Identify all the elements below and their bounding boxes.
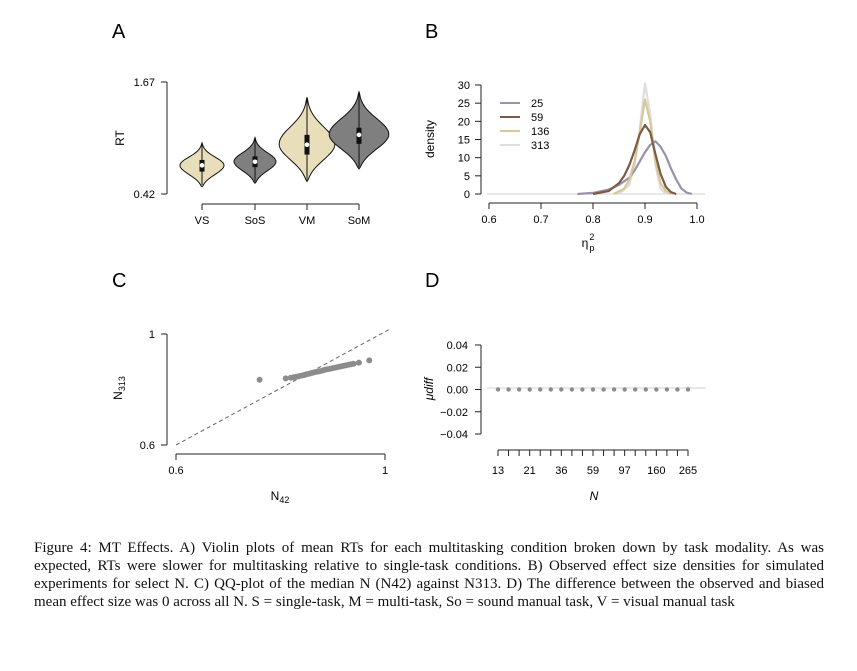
c-point <box>350 360 357 367</box>
b-ytick-label: 5 <box>464 171 470 183</box>
d-xtick-label: 36 <box>555 465 567 477</box>
d-point <box>559 387 564 392</box>
d-xtick-label: 21 <box>524 465 536 477</box>
d-point <box>633 387 638 392</box>
c-point <box>282 375 289 382</box>
c-point <box>256 376 263 383</box>
d-point <box>569 387 575 392</box>
a-xtick-label: SoS <box>245 215 266 227</box>
a-ytick-bottom-label: 0.42 <box>134 189 155 201</box>
d-point <box>601 387 606 392</box>
b-legend-label-25: 25 <box>531 98 543 110</box>
d-point <box>527 387 532 392</box>
panel-letter-c: C <box>112 270 126 292</box>
b-ytick-label: 10 <box>458 153 470 165</box>
panel-c-qq-plot: 1 0.6 0.6 1 N313 N42 <box>111 328 391 505</box>
b-ytick-label: 20 <box>458 116 470 128</box>
d-point <box>611 387 617 392</box>
b-y-axis-label: density <box>423 120 437 158</box>
b-legend-label-313: 313 <box>531 140 549 152</box>
b-xtick-label: 0.6 <box>481 214 496 226</box>
d-y-axis-label: μdiff <box>422 376 436 401</box>
b-xtick-label: 0.9 <box>637 214 652 226</box>
b-legend-label-59: 59 <box>531 112 543 124</box>
figure-caption: Figure 4: MT Effects. A) Violin plots of… <box>34 540 824 610</box>
b-ytick-label: 0 <box>464 189 470 201</box>
c-y-axis-label: N313 <box>111 376 127 400</box>
b-density-line-313 <box>618 82 667 195</box>
d-xtick-label: 160 <box>647 465 665 477</box>
b-x-axis-label: η2 p <box>582 232 595 253</box>
d-point <box>506 387 511 392</box>
panel-letter-d: D <box>425 270 439 292</box>
d-point <box>580 387 585 392</box>
panel-letter-b: B <box>425 21 438 43</box>
b-density-line-136 <box>613 98 672 195</box>
d-xtick-label: 59 <box>587 465 599 477</box>
b-ytick-label: 15 <box>458 135 470 147</box>
c-ytick-bottom-label: 0.6 <box>140 440 155 452</box>
d-point <box>622 387 627 392</box>
b-xtick-label: 0.7 <box>533 214 548 226</box>
d-point <box>516 387 522 392</box>
d-ytick-label: 0.04 <box>447 340 468 352</box>
a-xtick-label: VS <box>195 215 210 227</box>
d-point <box>664 387 670 392</box>
d-point <box>643 387 648 392</box>
b-xtick-label: 1.0 <box>689 214 704 226</box>
d-ytick-label: 0.00 <box>447 385 468 397</box>
b-ytick-label: 30 <box>458 80 470 92</box>
c-point <box>355 359 362 366</box>
d-point <box>538 387 543 392</box>
b-density-line-59 <box>592 123 677 196</box>
d-ytick-label: −0.04 <box>440 429 468 441</box>
d-ytick-label: 0.02 <box>447 362 468 374</box>
d-point <box>675 387 680 392</box>
c-reference-line <box>175 328 391 446</box>
a-xtick-label: SoM <box>348 215 371 227</box>
c-point <box>366 357 373 364</box>
d-xtick-label: 97 <box>619 465 631 477</box>
panel-a-violin-plot: 1.67 0.42 RT VS SoS VM SoM <box>113 77 390 227</box>
c-ytick-top-label: 1 <box>149 329 155 341</box>
d-ytick-label: −0.02 <box>440 407 468 419</box>
panel-d-difference-plot: 0.040.020.00−0.02−0.04 13 21 36 59 97 160 265 … <box>422 340 706 503</box>
violin-median-vm <box>304 142 310 148</box>
d-point <box>548 387 553 392</box>
d-point <box>495 387 501 392</box>
d-xtick-label: 13 <box>492 465 504 477</box>
b-ytick-label: 25 <box>458 98 470 110</box>
violin-median-vs <box>199 163 205 168</box>
d-x-axis-label: N <box>590 489 599 503</box>
d-point <box>654 387 659 392</box>
c-xtick-right-label: 1 <box>382 465 388 477</box>
violin-median-som <box>356 132 362 138</box>
a-xtick-label: VM <box>299 215 316 227</box>
a-y-axis-label: RT <box>113 129 127 145</box>
b-xtick-label: 0.8 <box>585 214 600 226</box>
d-point <box>590 387 596 392</box>
c-xtick-left-label: 0.6 <box>168 465 183 477</box>
d-xtick-label: 265 <box>679 465 697 477</box>
b-legend-label-136: 136 <box>531 126 549 138</box>
d-point <box>685 387 691 392</box>
violin-median-sos <box>252 159 258 165</box>
a-ytick-top-label: 1.67 <box>134 77 155 89</box>
c-x-axis-label: N42 <box>271 489 290 505</box>
panel-letter-a: A <box>112 21 126 43</box>
